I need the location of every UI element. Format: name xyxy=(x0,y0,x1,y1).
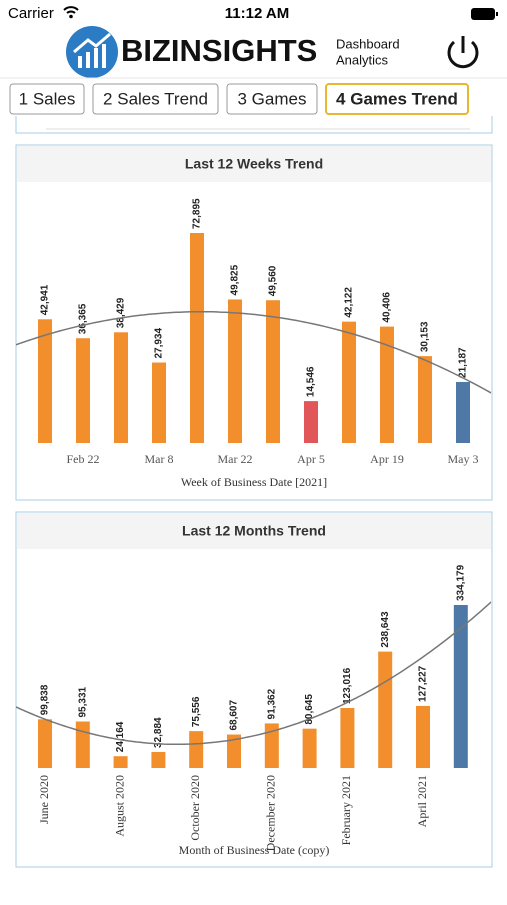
bar xyxy=(75,721,90,768)
wifi-dot xyxy=(69,14,73,19)
value-label: 32,884 xyxy=(153,717,164,748)
value-label: 95,331 xyxy=(77,686,88,717)
tab[interactable] xyxy=(325,83,469,115)
value-label: 36,365 xyxy=(78,303,89,334)
bar xyxy=(266,300,280,443)
tagline: Analytics xyxy=(336,52,389,67)
x-tick-label: August 2020 xyxy=(112,775,126,837)
tab-label[interactable]: 1 Sales xyxy=(19,89,76,108)
bar xyxy=(418,356,432,443)
x-tick-label: Feb 22 xyxy=(67,452,100,466)
x-axis-title: Week of Business Date [2021] xyxy=(181,475,327,489)
chart-title: Last 12 Months Trend xyxy=(182,523,326,539)
value-label: 42,122 xyxy=(344,287,355,318)
chart-title: Last 12 Weeks Trend xyxy=(185,156,323,172)
logo-arrow xyxy=(73,32,111,54)
tab[interactable] xyxy=(9,83,85,115)
value-label: 49,825 xyxy=(230,264,241,295)
x-tick-label: April 2021 xyxy=(415,775,429,827)
chart-header xyxy=(17,146,491,182)
bar xyxy=(228,299,242,443)
tab[interactable] xyxy=(92,83,219,115)
value-label: 49,560 xyxy=(268,265,279,296)
logo xyxy=(66,26,118,78)
value-label: 24,164 xyxy=(115,721,126,752)
bar xyxy=(342,321,356,443)
bar xyxy=(227,734,241,768)
value-label: 72,895 xyxy=(192,198,203,229)
bar xyxy=(114,332,128,443)
x-tick-label: Apr 19 xyxy=(370,452,404,466)
brand: BIZINSIGHTS xyxy=(121,33,317,68)
bar xyxy=(152,362,166,443)
tagline: Dashboard xyxy=(336,36,400,51)
bar xyxy=(302,728,317,768)
bar xyxy=(151,751,166,768)
power-button[interactable] xyxy=(447,36,479,69)
bar xyxy=(190,233,204,443)
x-tick-label: Mar 8 xyxy=(145,452,174,466)
value-label: 14,546 xyxy=(306,366,317,397)
x-tick-label: June 2020 xyxy=(37,775,51,824)
clock: 11:12 AM xyxy=(225,5,289,22)
bar xyxy=(38,719,52,768)
value-label: 38,429 xyxy=(116,297,127,328)
bar xyxy=(453,605,468,768)
bar xyxy=(340,707,355,768)
value-label: 80,645 xyxy=(304,694,315,725)
chart-header xyxy=(17,513,491,549)
value-label: 99,838 xyxy=(40,684,51,715)
battery-tip xyxy=(496,12,498,16)
logo-bars xyxy=(78,44,106,68)
chart-panel xyxy=(15,511,493,868)
x-tick-label: February 2021 xyxy=(339,775,353,845)
tab-label[interactable]: 2 Sales Trend xyxy=(103,89,208,108)
panel-edge xyxy=(15,116,493,134)
x-tick-label: Apr 5 xyxy=(297,452,325,466)
value-label: 238,643 xyxy=(380,611,391,648)
value-label: 42,941 xyxy=(40,284,51,315)
tab[interactable] xyxy=(226,83,318,115)
x-tick-label: December 2020 xyxy=(264,775,278,851)
value-label: 21,187 xyxy=(458,347,469,378)
value-label: 27,934 xyxy=(154,328,165,359)
value-label: 334,179 xyxy=(455,564,466,601)
bar xyxy=(378,651,393,768)
bar xyxy=(304,401,318,443)
x-tick-label: October 2020 xyxy=(188,775,202,841)
bar xyxy=(380,326,394,443)
bar xyxy=(38,319,52,443)
bar xyxy=(189,731,204,768)
value-label: 75,556 xyxy=(191,696,202,727)
carrier: Carrier xyxy=(8,5,54,22)
bar xyxy=(456,381,470,443)
bar xyxy=(76,338,90,443)
x-axis-title: Month of Business Date (copy) xyxy=(179,843,330,857)
value-label: 123,016 xyxy=(342,667,353,704)
tab-label[interactable]: 3 Games xyxy=(238,89,307,108)
bar xyxy=(416,705,430,768)
value-label: 30,153 xyxy=(420,321,431,352)
trend-line xyxy=(16,601,491,746)
bar xyxy=(113,756,128,768)
wifi-icon xyxy=(63,6,79,14)
value-label: 40,406 xyxy=(382,292,393,323)
value-label: 91,362 xyxy=(266,688,277,719)
value-label: 68,607 xyxy=(229,700,240,731)
tab-label[interactable]: 4 Games Trend xyxy=(336,89,458,108)
trend-line xyxy=(16,310,491,394)
battery-icon xyxy=(471,8,495,20)
x-tick-label: Mar 22 xyxy=(218,452,253,466)
bar xyxy=(264,723,279,768)
x-tick-label: May 3 xyxy=(448,452,479,466)
value-label: 127,227 xyxy=(418,665,429,702)
